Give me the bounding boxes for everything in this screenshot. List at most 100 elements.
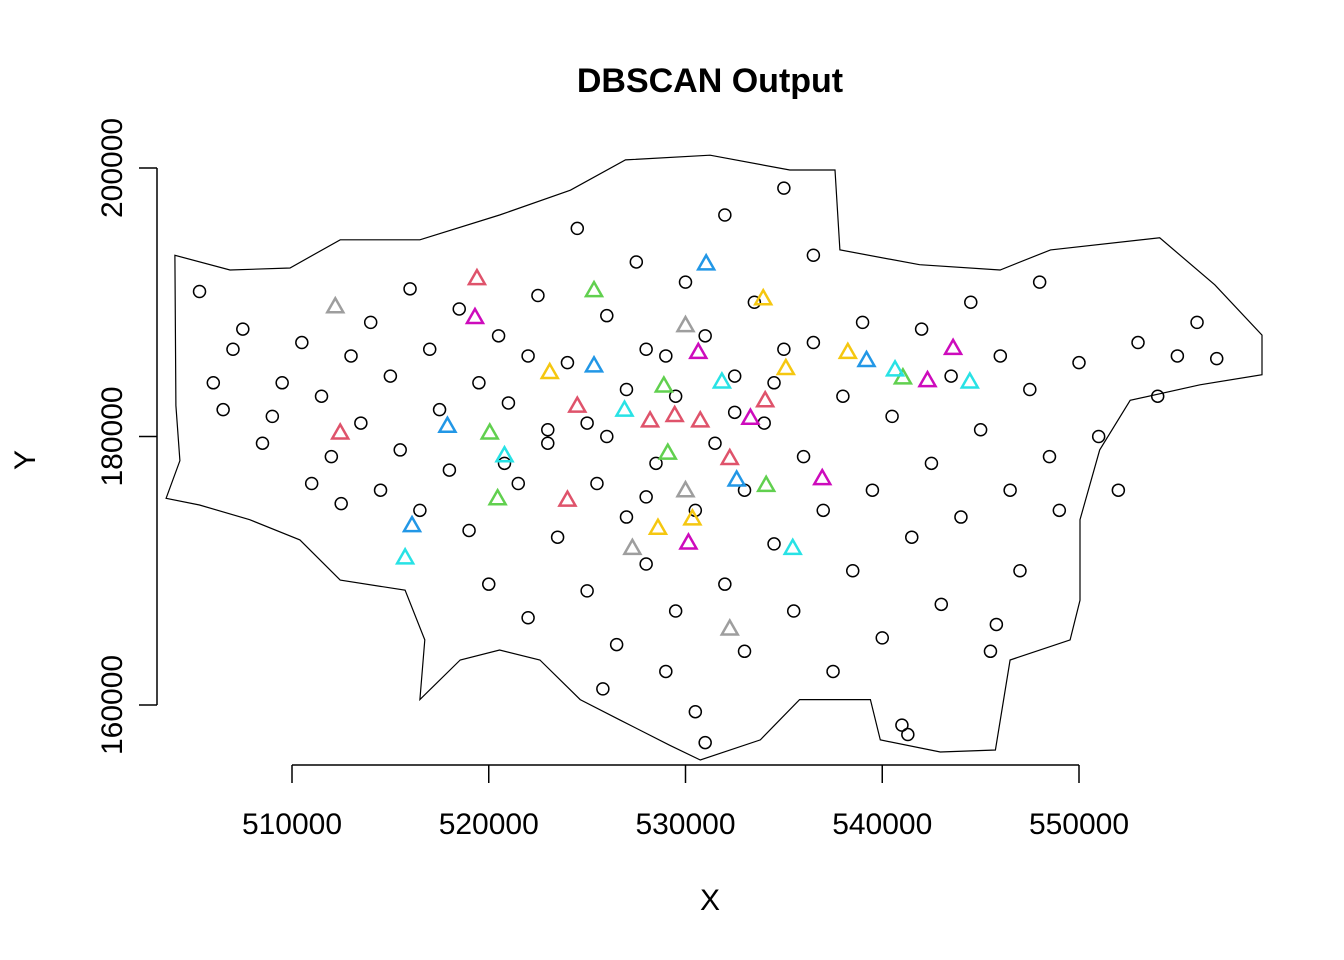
noise-point [344, 349, 358, 363]
y-tick-label: 180000 [96, 386, 129, 486]
noise-point [600, 308, 614, 323]
cluster-point [719, 447, 740, 466]
noise-point [1209, 351, 1224, 366]
x-axis-label: X [700, 884, 720, 917]
cluster-point [330, 421, 351, 440]
noise-point [314, 389, 329, 403]
noise-point [964, 295, 978, 309]
noise-point [206, 376, 221, 390]
cluster-point [622, 537, 643, 556]
cluster-point [539, 361, 560, 380]
noise-point [334, 496, 348, 511]
cluster-point [583, 354, 605, 373]
noise-point [698, 735, 712, 750]
noise-point [993, 349, 1008, 363]
noise-point [541, 436, 555, 450]
noise-point [885, 409, 899, 424]
noise-point [944, 369, 958, 383]
noise-point [295, 335, 309, 350]
noise-point [255, 436, 270, 450]
cluster-point [494, 444, 515, 463]
noise-point [1032, 275, 1047, 289]
cluster-point [401, 514, 423, 533]
noise-point [413, 503, 427, 518]
cluster-point [657, 442, 678, 460]
cluster-point [639, 409, 661, 428]
noise-point [836, 389, 850, 403]
cluster-point [688, 341, 709, 360]
cluster-point [856, 349, 877, 368]
y-tick-label: 200000 [96, 118, 129, 218]
noise-point [629, 255, 644, 269]
noise-point [383, 369, 398, 383]
noise-point [422, 342, 437, 356]
noise-point [590, 476, 604, 491]
cluster-point [942, 337, 964, 356]
noise-point [324, 449, 339, 464]
noise-point [521, 349, 535, 363]
cluster-point [614, 399, 635, 417]
noise-point [786, 604, 801, 618]
noise-point [806, 248, 821, 263]
noise-point [901, 727, 915, 742]
noise-point [236, 322, 250, 336]
noise-point [777, 181, 791, 195]
noise-point [580, 584, 594, 598]
cluster-point [487, 487, 508, 506]
noise-point [1042, 449, 1057, 464]
noise-point [767, 537, 781, 551]
cluster-point [884, 358, 906, 377]
cluster-point [567, 395, 588, 413]
noise-point [472, 376, 486, 390]
noise-point [659, 349, 673, 363]
noise-point [1150, 389, 1165, 403]
noise-point [718, 208, 732, 222]
noise-point [989, 617, 1004, 632]
noise-point [373, 483, 388, 497]
noise-point [491, 329, 506, 343]
noise-point [895, 718, 909, 732]
cluster-point [696, 252, 717, 271]
cluster-point [675, 314, 696, 333]
noise-point [363, 315, 378, 330]
cluster-point [557, 489, 578, 507]
noise-point [698, 329, 712, 343]
cluster-point [726, 468, 747, 487]
noise-point [580, 416, 594, 430]
noise-point [560, 355, 575, 370]
noise-point [550, 530, 565, 544]
boundary-map [165, 154, 1263, 761]
noise-point [924, 456, 939, 471]
cluster-point [711, 370, 733, 389]
x-tick-label: 540000 [832, 808, 932, 841]
noise-point [875, 631, 889, 645]
noise-point [718, 577, 732, 591]
noise-point [354, 416, 368, 430]
noise-point [497, 456, 512, 471]
noise-point [1111, 483, 1126, 497]
noise-point [482, 577, 496, 591]
noise-point [727, 369, 742, 383]
noise-point [570, 221, 585, 236]
noise-point [609, 637, 624, 652]
cluster-point [325, 295, 346, 314]
noise-point [678, 275, 693, 289]
noise-point [767, 376, 781, 390]
noise-point [216, 402, 230, 417]
cluster-point [682, 507, 703, 526]
noise-point [531, 288, 545, 303]
y-axis: 160000 180000 200000 [96, 118, 158, 755]
noise-point [596, 682, 610, 696]
cluster-point [479, 421, 500, 440]
cluster-point [394, 546, 416, 565]
cluster-point [583, 279, 605, 298]
noise-point [708, 436, 722, 450]
x-tick-label: 520000 [439, 808, 539, 841]
boundary-outline [165, 154, 1263, 761]
noise-point [934, 597, 949, 612]
noise-point [973, 423, 988, 437]
noise-point [1091, 429, 1106, 444]
noise-point [1190, 315, 1204, 330]
noise-point [304, 476, 319, 491]
